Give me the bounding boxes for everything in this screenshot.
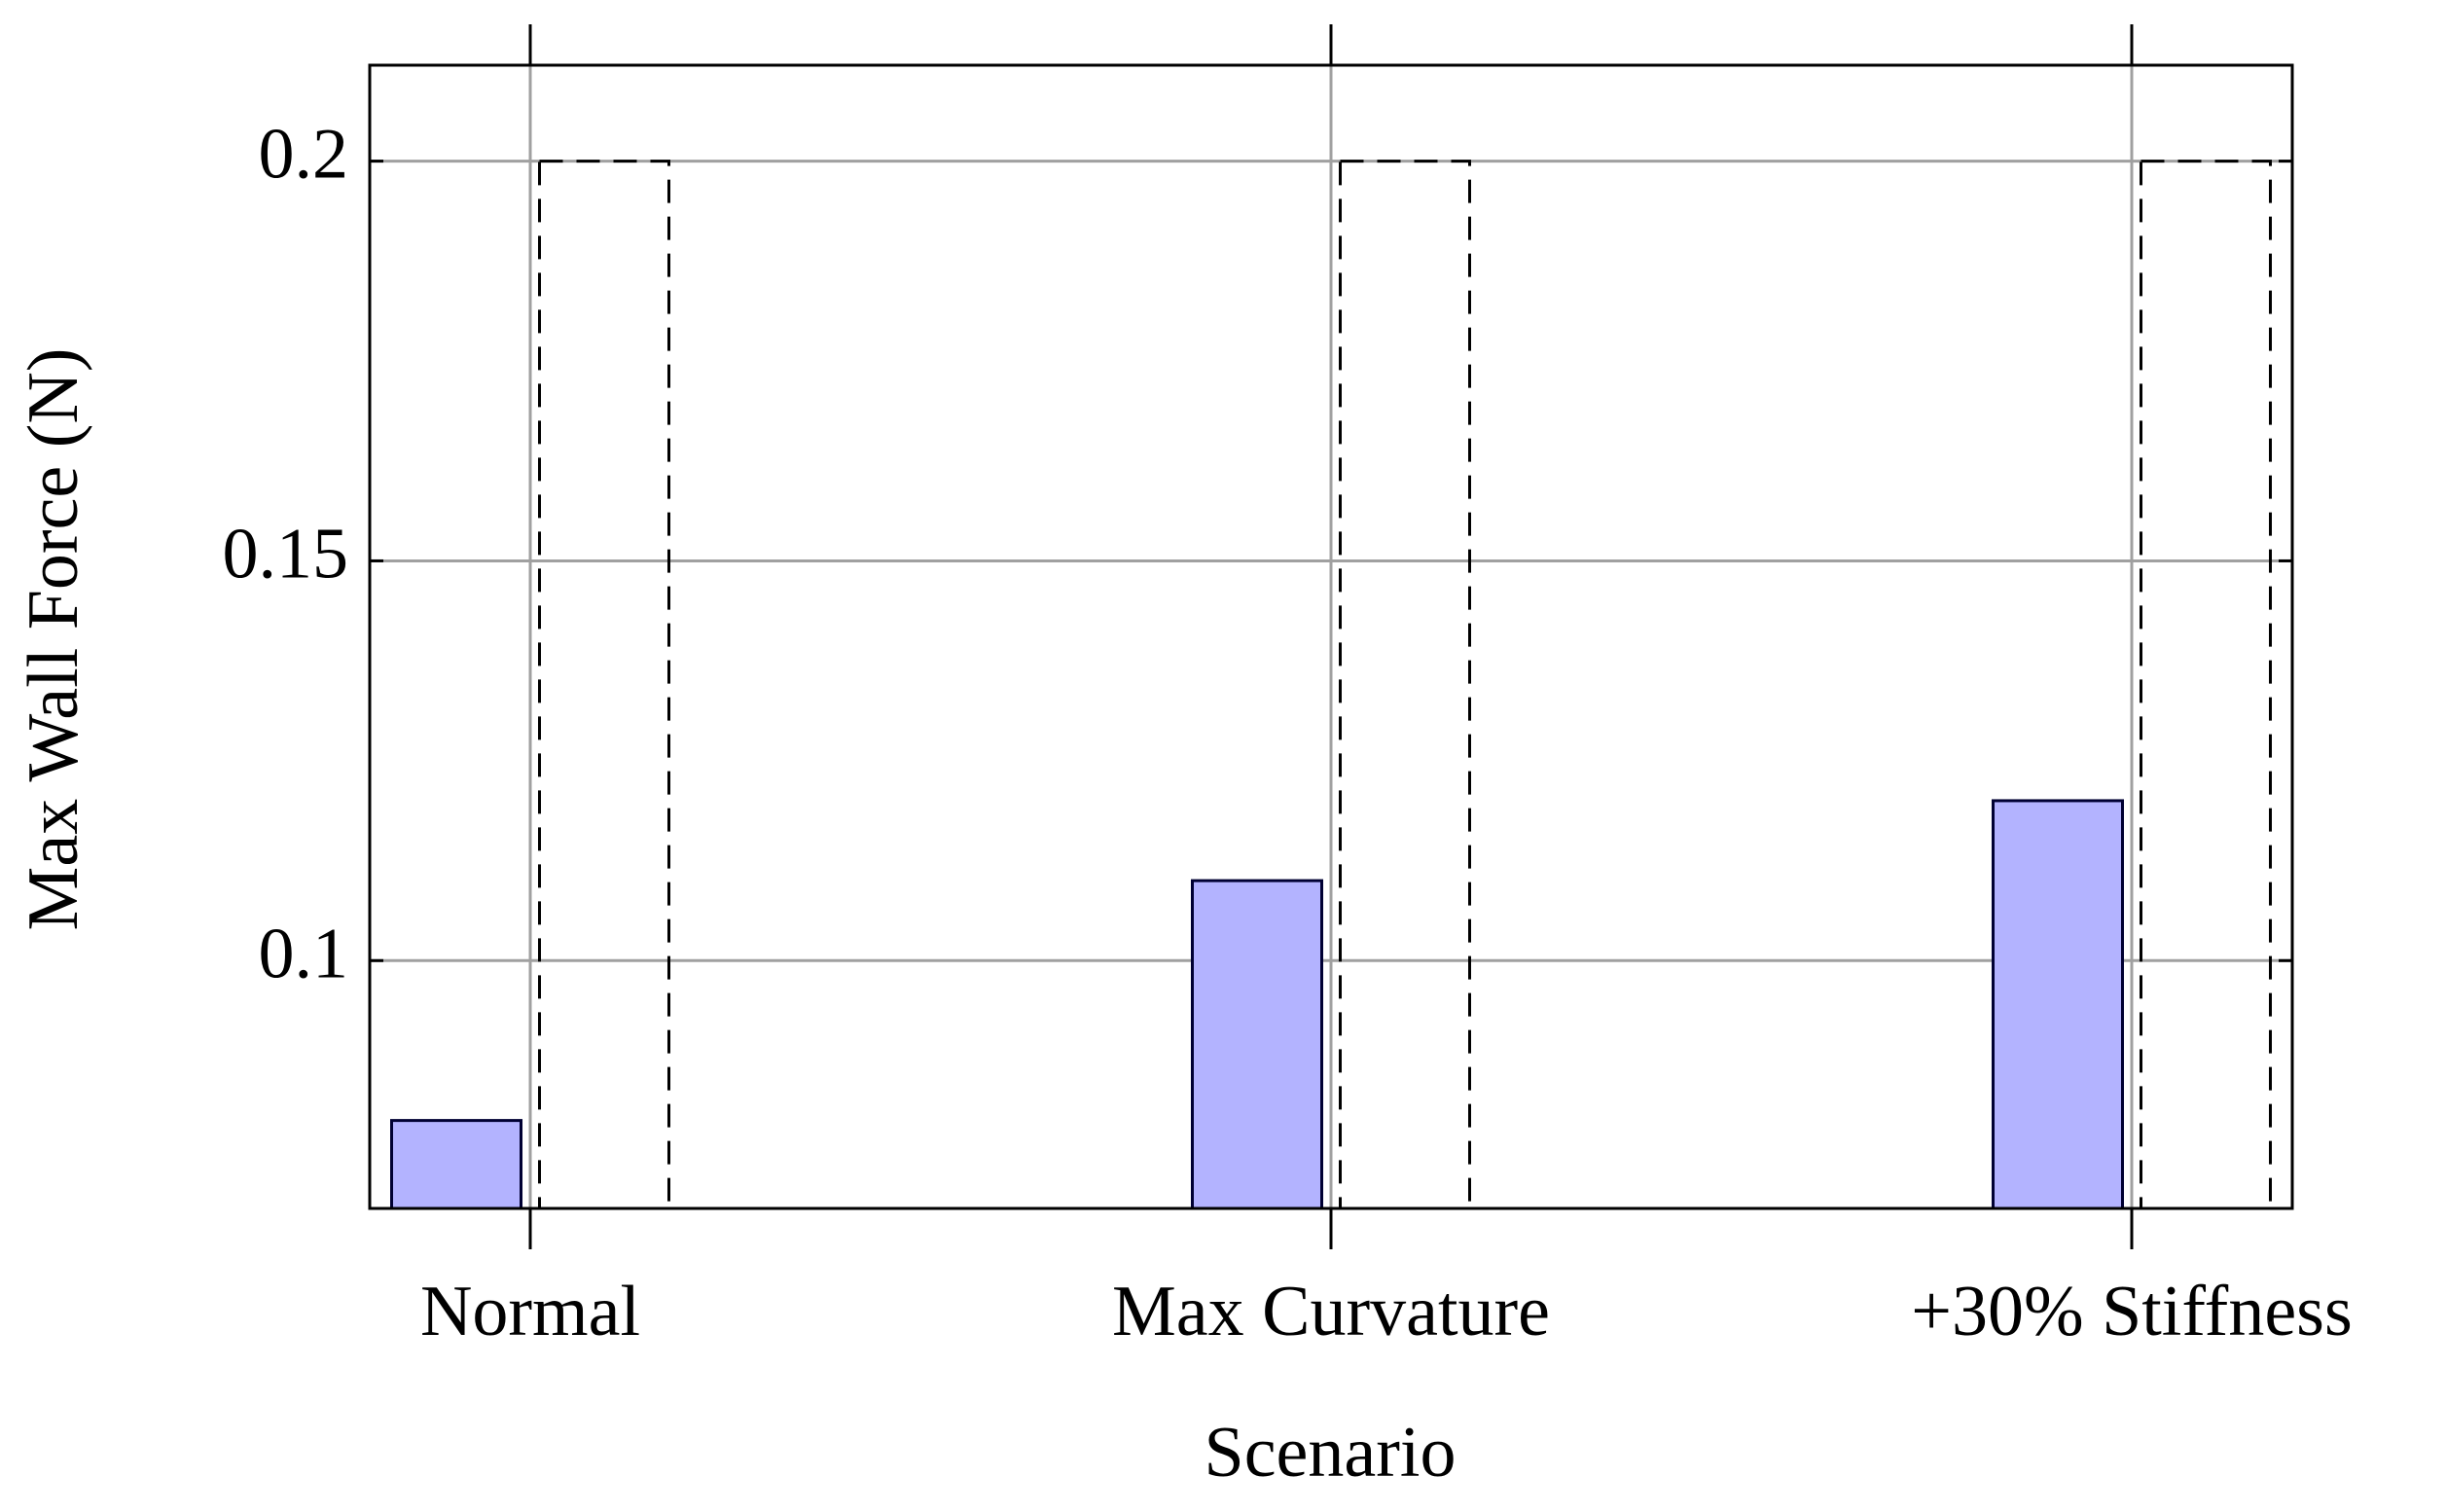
- y-tick-label: 0.1: [259, 914, 349, 993]
- bar: [1339, 160, 1471, 1210]
- plot-frame: [368, 63, 2294, 1210]
- bar: [2140, 160, 2272, 1210]
- bar: [1992, 799, 2124, 1210]
- x-tick-label: Max Curvature: [1112, 1272, 1550, 1351]
- x-axis-label: Scenario: [1205, 1413, 1457, 1493]
- bar: [538, 160, 670, 1210]
- bar: [1191, 879, 1323, 1210]
- y-axis-label: Max Wall Force (N): [14, 348, 93, 931]
- x-tick-label: Normal: [420, 1272, 640, 1351]
- x-tick-label: +30% Stiffness: [1911, 1272, 2353, 1351]
- bar: [390, 1119, 522, 1210]
- y-tick-label: 0.15: [223, 514, 349, 594]
- y-tick-label: 0.2: [259, 115, 349, 195]
